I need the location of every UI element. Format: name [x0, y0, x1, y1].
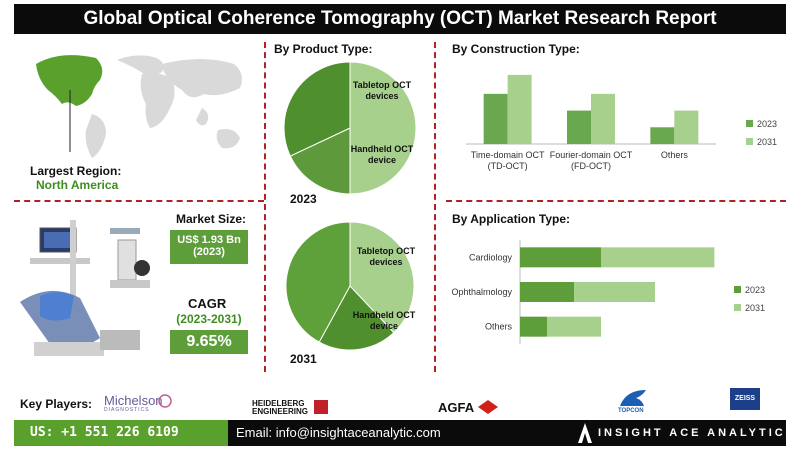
application-category-label-2: Others: [485, 322, 513, 332]
construction-legend-label-2031: 2031: [757, 137, 777, 147]
application-bar-0-2023: [520, 247, 601, 268]
application-bar-2-2023: [520, 316, 547, 337]
construction-bar-1-2023: [567, 110, 591, 144]
cagr-label: CAGR: [188, 296, 227, 311]
pie-2031-year: 2031: [290, 352, 317, 366]
application-bar-1-2023: [520, 282, 574, 302]
agfa-mark-icon: [478, 400, 498, 414]
largest-region-value: North America: [36, 178, 119, 192]
pie-2023-label-2: Handheld OCT device: [351, 144, 414, 165]
pie-2031-slice-0: [349, 221, 415, 334]
topcon-logo: TOPCON: [618, 408, 644, 414]
construction-bar-chart: Time-domain OCT (TD-OCT)Fourier-domain OC…: [466, 74, 777, 171]
construction-category-label-2: Others: [661, 150, 689, 160]
zeiss-logo: ZEISS: [730, 388, 760, 410]
world-map: [36, 55, 242, 158]
pie-2031-label-2: Handheld OCT device: [353, 310, 416, 331]
cagr-value: 9.65%: [170, 330, 248, 354]
footer-brand: INSIGHT ACE ANALYTIC: [598, 427, 786, 439]
construction-bar-0-2023: [483, 93, 508, 144]
agfa-logo: AGFA: [438, 400, 475, 415]
construction-legend-swatch-2031: [746, 138, 753, 145]
pie-2031-slice-1: [318, 285, 395, 351]
application-type-title: By Application Type:: [452, 212, 571, 226]
pie-2023-slice-2: [283, 61, 351, 157]
construction-bar-1-2031: [591, 93, 615, 144]
construction-legend-swatch-2023: [746, 120, 753, 127]
construction-category-label-1: Fourier-domain OCT (FD-OCT): [550, 150, 633, 171]
oct-device-illustration: [20, 220, 150, 356]
heidelberg-logo: HEIDELBERG ENGINEERING: [252, 399, 309, 416]
michelson-mark-icon: [158, 394, 172, 408]
largest-region-label: Largest Region:: [30, 164, 122, 178]
application-category-label-0: Cardiology: [469, 252, 513, 262]
footer-email[interactable]: Email: info@insightaceanalytic.com: [236, 425, 441, 440]
application-bar-2-2031: [547, 316, 601, 337]
topcon-mark-icon: [620, 390, 646, 406]
market-size-label: Market Size:: [176, 212, 247, 226]
page-title: Global Optical Coherence Tomography (OCT…: [14, 4, 786, 34]
application-legend-label-2031: 2031: [745, 303, 765, 313]
divider-right-horizontal: [446, 200, 786, 202]
construction-category-label-0: Time-domain OCT (TD-OCT): [471, 150, 545, 171]
application-legend-label-2023: 2023: [745, 285, 765, 295]
construction-type-title: By Construction Type:: [452, 42, 580, 56]
heidelberg-mark-icon: [314, 400, 328, 414]
pie-2023-slice-0: [349, 61, 417, 195]
market-size-box: US$ 1.93 Bn (2023): [170, 230, 248, 264]
application-bar-0-2031: [601, 247, 715, 268]
market-size-year: (2023): [193, 246, 225, 258]
divider-left-horizontal: [14, 200, 264, 202]
pie-2023-year: 2023: [290, 192, 317, 206]
divider-left: [264, 42, 266, 372]
application-legend-swatch-2031: [734, 304, 741, 311]
application-category-label-1: Ophthalmology: [451, 287, 512, 297]
insight-ace-logo-icon: [578, 423, 592, 443]
product-type-title: By Product Type:: [274, 42, 373, 56]
pie-2023-label-1: Tabletop OCT devices: [353, 80, 412, 101]
footer-phone[interactable]: US: +1 551 226 6109: [14, 420, 228, 446]
michelson-logo: Michelson DIAGNOSTICS: [104, 393, 163, 413]
construction-bar-2-2031: [674, 110, 699, 144]
construction-bar-2-2023: [650, 127, 675, 144]
divider-right: [434, 42, 436, 372]
cagr-period: (2023-2031): [176, 312, 242, 326]
pie-2031-slice-2: [285, 221, 351, 343]
pie-2023-slice-1: [289, 127, 351, 195]
pie-2031-label-1: Tabletop OCT devices: [357, 246, 416, 267]
construction-bar-0-2031: [507, 74, 532, 144]
north-america-region: [36, 55, 103, 106]
application-legend-swatch-2023: [734, 286, 741, 293]
application-bar-1-2031: [574, 282, 655, 302]
construction-legend-label-2023: 2023: [757, 119, 777, 129]
application-bar-chart: Cardiology Ophthalmology Others 2023 2031: [451, 240, 765, 344]
key-players-label: Key Players:: [20, 397, 93, 411]
market-size-value: US$ 1.93 Bn: [177, 234, 241, 246]
